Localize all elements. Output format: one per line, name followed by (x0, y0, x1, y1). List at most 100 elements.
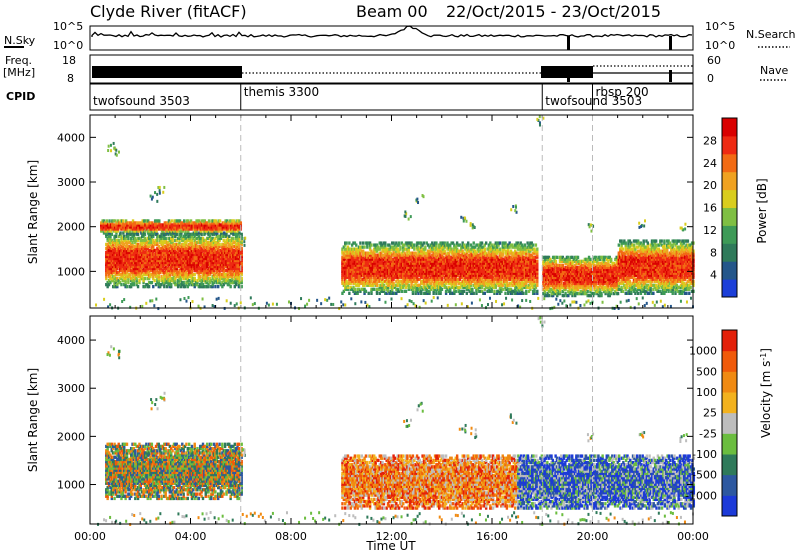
echo-cell (194, 244, 198, 249)
echo-cell (478, 261, 481, 265)
echo-cell (472, 249, 475, 253)
echo-cell (395, 241, 398, 245)
echo-cell (428, 259, 431, 263)
echo-cell (141, 252, 144, 257)
echo-cell (346, 287, 350, 291)
echo-cell (132, 282, 136, 287)
echo-cell (361, 281, 365, 285)
echo-cell (216, 231, 219, 235)
echo-cell (160, 254, 163, 259)
echo-cell (202, 229, 205, 233)
echo-cell (467, 259, 470, 263)
echo-cell (454, 303, 457, 307)
echo-cell (440, 283, 444, 287)
echo-cell (131, 234, 134, 239)
echo-cell (137, 225, 140, 229)
echo-cell (225, 219, 229, 223)
echo-cell (267, 303, 270, 307)
echo-cell (458, 289, 462, 293)
echo-cell (374, 257, 377, 261)
echo-cell (342, 261, 346, 265)
echo-cell (182, 276, 185, 281)
echo-cell (404, 259, 408, 263)
echo-cell (407, 283, 410, 287)
echo-cell (167, 256, 170, 261)
echo-cell (207, 266, 210, 271)
echo-cell (160, 252, 163, 257)
echo-cell (403, 261, 406, 265)
echo-cell (185, 240, 188, 245)
echo-cell (114, 260, 118, 265)
echo-cell (225, 240, 228, 245)
echo-cell (140, 223, 143, 227)
echo-cell (181, 268, 184, 273)
echo-cell (230, 244, 234, 249)
echo-cell (210, 262, 213, 267)
echo-cell (134, 262, 137, 267)
echo-cell (109, 262, 112, 267)
echo-cell (455, 259, 459, 263)
echo-cell (159, 225, 162, 229)
echo-cell (377, 267, 380, 271)
echo-cell (410, 265, 413, 269)
echo-cell (469, 263, 473, 267)
echo-cell (154, 256, 158, 261)
echo-cell (346, 273, 350, 277)
echo-cell (392, 245, 395, 249)
echo-cell (131, 266, 134, 271)
echo-cell (374, 283, 377, 287)
echo-cell (439, 275, 442, 279)
echo-cell (111, 244, 115, 249)
echo-cell (388, 259, 391, 263)
echo-cell (373, 281, 376, 285)
echo-cell (382, 247, 386, 251)
echo-cell (444, 291, 448, 295)
echo-cell (157, 264, 160, 269)
echo-cell (116, 256, 119, 261)
echo-cell (154, 254, 158, 259)
echo-cell (187, 246, 191, 251)
echo-cell (361, 253, 365, 257)
echo-cell (187, 270, 191, 275)
echo-cell (408, 255, 412, 259)
echo-cell (239, 252, 242, 257)
echo-cell (359, 247, 362, 251)
echo-cell (352, 265, 355, 269)
echo-cell (341, 247, 344, 251)
echo-cell (208, 252, 212, 257)
echo-cell (428, 263, 431, 267)
echo-cell (395, 283, 398, 287)
echo-cell (437, 267, 441, 271)
echo-cell (221, 252, 224, 257)
echo-cell (425, 257, 428, 261)
echo-cell (453, 261, 456, 265)
echo-cell (208, 280, 212, 285)
echo-cell (236, 260, 239, 265)
echo-cell (173, 221, 176, 225)
echo-cell (437, 291, 441, 295)
echo-cell (341, 257, 344, 261)
echo-cell (382, 269, 386, 273)
echo-cell (364, 271, 368, 275)
echo-cell (139, 270, 143, 275)
echo-cell (130, 227, 133, 231)
echo-cell (389, 277, 393, 281)
echo-cell (432, 261, 435, 265)
echo-cell (473, 269, 477, 273)
echo-cell (237, 256, 241, 261)
echo-cell (237, 272, 241, 277)
echo-cell (413, 285, 416, 289)
echo-cell (147, 270, 151, 275)
echo-cell (361, 241, 365, 245)
echo-cell (207, 248, 210, 253)
echo-cell (417, 241, 420, 245)
echo-cell (460, 249, 463, 253)
echo-cell (472, 277, 475, 281)
echo-cell (431, 267, 434, 271)
echo-cell (482, 259, 485, 263)
echo-cell (464, 261, 467, 265)
echo-cell (468, 271, 471, 275)
echo-cell (240, 266, 243, 271)
echo-cell (229, 246, 232, 251)
echo-cell (360, 265, 363, 269)
